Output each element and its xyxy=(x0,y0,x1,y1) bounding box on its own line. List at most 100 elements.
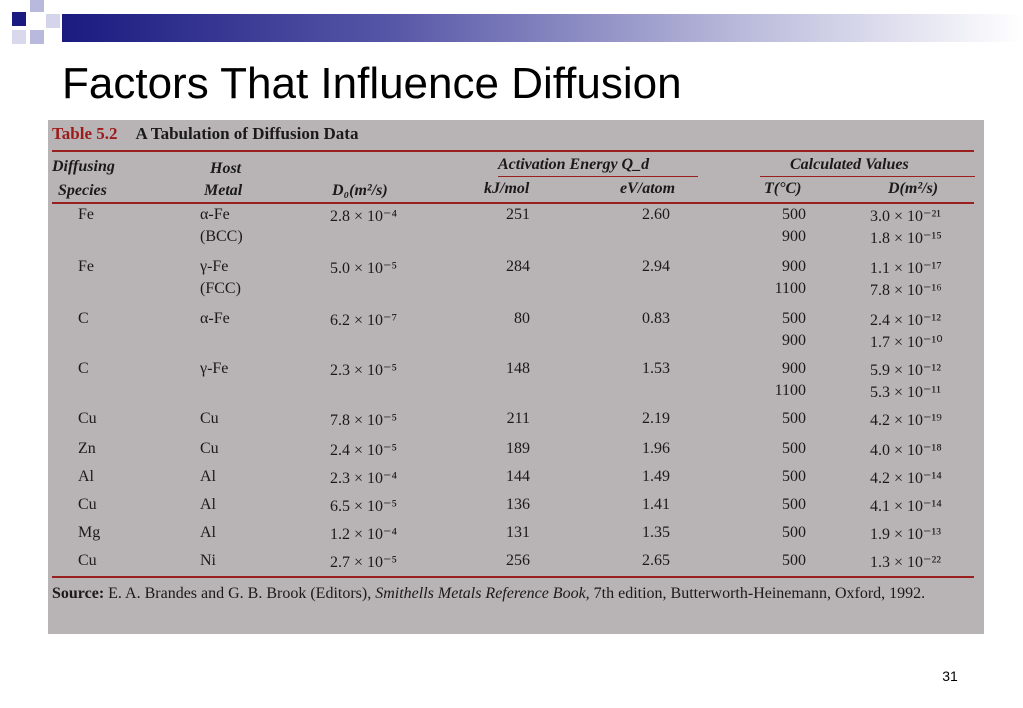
cell-diffusivity: 4.2 × 10⁻¹⁴ xyxy=(870,470,942,487)
source-book: Smithells Metals Reference Book, xyxy=(375,585,590,602)
cell-temperature: 500 xyxy=(782,206,806,223)
cell-temperature: 500 xyxy=(782,468,806,485)
cell-activation-ev: 1.96 xyxy=(642,440,670,457)
cell-host: γ-Fe xyxy=(200,258,229,275)
cell-host-structure: (BCC) xyxy=(200,228,243,245)
source-authors: E. A. Brandes and G. B. Brook (Editors), xyxy=(108,585,372,602)
cell-diffusivity: 4.0 × 10⁻¹⁸ xyxy=(870,442,942,459)
cell-activation-ev: 1.35 xyxy=(642,524,670,541)
cell-host: γ-Fe xyxy=(200,360,229,377)
header-square-dark xyxy=(12,12,26,26)
cell-diffusivity: 4.1 × 10⁻¹⁴ xyxy=(870,498,942,515)
header-kj-mol: kJ/mol xyxy=(484,180,530,197)
cell-d0: 2.7 × 10⁻⁵ xyxy=(330,554,398,571)
cell-activation-ev: 2.60 xyxy=(642,206,670,223)
table-rule-bottom xyxy=(52,576,974,578)
cell-species: Al xyxy=(78,468,94,485)
cell-diffusivity: 1.9 × 10⁻¹³ xyxy=(870,526,942,543)
cell-activation-ev: 2.65 xyxy=(642,552,670,569)
header-activation-energy: Activation Energy Q_d xyxy=(498,156,650,173)
cell-temperature: 1100 xyxy=(774,280,806,297)
cell-activation-kj: 148 xyxy=(506,360,530,377)
page-number: 31 xyxy=(942,668,958,684)
cell-host: Al xyxy=(200,496,216,513)
cell-activation-ev: 1.41 xyxy=(642,496,670,513)
cell-activation-ev: 0.83 xyxy=(642,310,670,327)
cell-diffusivity: 3.0 × 10⁻²¹ xyxy=(870,208,942,225)
header-gradient-bar xyxy=(62,14,1023,42)
cell-diffusivity: 1.3 × 10⁻²² xyxy=(870,554,942,571)
cell-host: Cu xyxy=(200,410,219,427)
cell-host: α-Fe xyxy=(200,206,230,223)
cell-species: Zn xyxy=(78,440,96,457)
activation-group-rule xyxy=(498,176,698,177)
header-square-light xyxy=(30,0,44,12)
cell-species: C xyxy=(78,310,89,327)
cell-host: Al xyxy=(200,468,216,485)
cell-d0: 1.2 × 10⁻⁴ xyxy=(330,526,398,543)
cell-host: Cu xyxy=(200,440,219,457)
header-square-light xyxy=(30,30,44,44)
cell-activation-ev: 1.49 xyxy=(642,468,670,485)
table-caption-text: A Tabulation of Diffusion Data xyxy=(135,124,359,143)
header-ev-atom: eV/atom xyxy=(620,180,676,197)
header-species-2: Species xyxy=(58,182,107,199)
cell-temperature: 900 xyxy=(782,258,806,275)
cell-host: Al xyxy=(200,524,216,541)
cell-temperature: 1100 xyxy=(774,382,806,399)
cell-d0: 6.2 × 10⁻⁷ xyxy=(330,312,398,329)
cell-diffusivity: 1.8 × 10⁻¹⁵ xyxy=(870,230,942,247)
calc-group-rule xyxy=(760,176,975,177)
cell-host: α-Fe xyxy=(200,310,230,327)
cell-activation-ev: 1.53 xyxy=(642,360,670,377)
cell-species: Mg xyxy=(78,524,101,541)
cell-activation-ev: 2.94 xyxy=(642,258,670,275)
cell-activation-kj: 80 xyxy=(514,310,530,327)
cell-d0: 2.8 × 10⁻⁴ xyxy=(330,208,398,225)
header-rule-bottom xyxy=(52,202,974,204)
table-source: Source: E. A. Brandes and G. B. Brook (E… xyxy=(52,582,952,605)
cell-d0: 6.5 × 10⁻⁵ xyxy=(330,498,398,515)
header-host-1: Host xyxy=(210,160,242,177)
header-species-1: Diffusing xyxy=(52,158,115,175)
cell-activation-kj: 251 xyxy=(506,206,530,223)
table-rule-top xyxy=(52,150,974,152)
cell-activation-kj: 284 xyxy=(506,258,530,275)
cell-d0: 2.3 × 10⁻⁵ xyxy=(330,362,398,379)
cell-species: C xyxy=(78,360,89,377)
cell-species: Fe xyxy=(78,206,94,223)
table-number: Table 5.2 xyxy=(52,124,118,143)
cell-temperature: 500 xyxy=(782,440,806,457)
diffusion-data-table: Table 5.2 A Tabulation of Diffusion Data … xyxy=(48,120,984,634)
cell-diffusivity: 5.9 × 10⁻¹² xyxy=(870,362,942,379)
cell-temperature: 500 xyxy=(782,410,806,427)
cell-host: Ni xyxy=(200,552,216,569)
cell-diffusivity: 1.7 × 10⁻¹⁰ xyxy=(870,334,943,351)
header-host-2: Metal xyxy=(204,182,243,199)
cell-diffusivity: 4.2 × 10⁻¹⁹ xyxy=(870,412,942,429)
cell-temperature: 500 xyxy=(782,310,806,327)
header-square-light xyxy=(46,14,60,28)
header-calculated-values: Calculated Values xyxy=(790,156,909,173)
cell-temperature: 500 xyxy=(782,496,806,513)
cell-activation-kj: 189 xyxy=(506,440,530,457)
cell-diffusivity: 1.1 × 10⁻¹⁷ xyxy=(870,260,942,277)
cell-temperature: 500 xyxy=(782,524,806,541)
cell-activation-kj: 136 xyxy=(506,496,530,513)
header-temperature: T(°C) xyxy=(764,180,802,197)
cell-d0: 2.4 × 10⁻⁵ xyxy=(330,442,398,459)
cell-diffusivity: 5.3 × 10⁻¹¹ xyxy=(870,384,942,401)
slide-title: Factors That Influence Diffusion xyxy=(62,59,682,108)
cell-temperature: 900 xyxy=(782,228,806,245)
cell-activation-kj: 211 xyxy=(506,410,530,427)
source-rest: 7th edition, Butterworth-Heinemann, Oxfo… xyxy=(593,585,926,602)
cell-species: Cu xyxy=(78,552,97,569)
cell-activation-kj: 256 xyxy=(506,552,530,569)
cell-temperature: 900 xyxy=(782,360,806,377)
source-label: Source: xyxy=(52,585,105,602)
cell-diffusivity: 7.8 × 10⁻¹⁶ xyxy=(870,282,942,299)
cell-species: Cu xyxy=(78,496,97,513)
cell-species: Cu xyxy=(78,410,97,427)
header-d0: D₀(m²/s) xyxy=(332,182,388,199)
cell-diffusivity: 2.4 × 10⁻¹² xyxy=(870,312,942,329)
